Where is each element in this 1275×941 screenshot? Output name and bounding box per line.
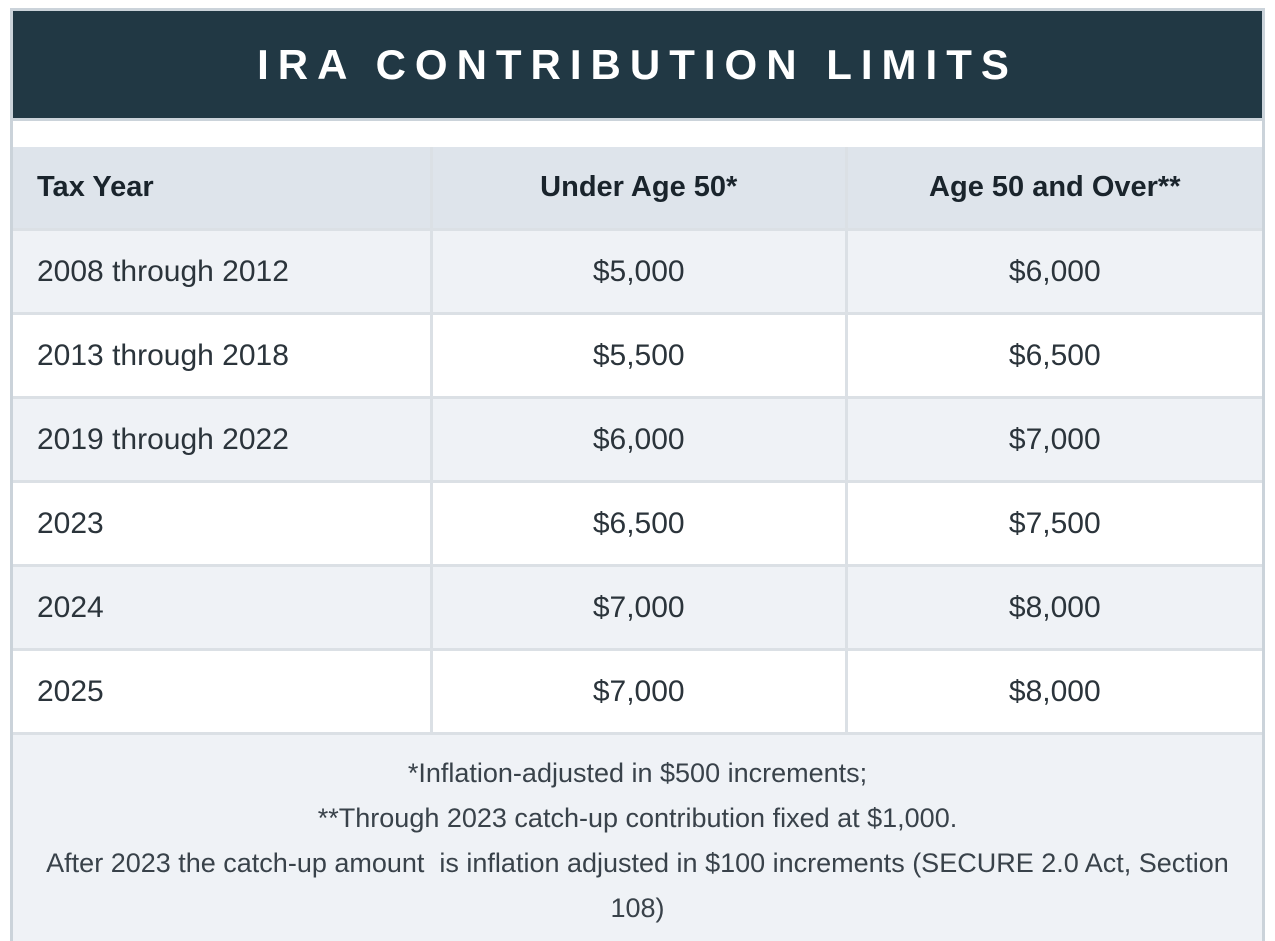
infographic-board: IRA CONTRIBUTION LIMITS Tax Year Under A… — [10, 8, 1265, 941]
cell-tax-year: 2023 — [11, 480, 433, 567]
cell-tax-year: 2008 through 2012 — [11, 228, 433, 315]
col-header-under-age-50: Under Age 50* — [429, 145, 848, 231]
footnote-catchup-fixed: **Through 2023 catch-up contribution fix… — [317, 803, 958, 833]
table-row: 2023 $6,500 $7,500 — [11, 480, 1264, 567]
table-header-row: Tax Year Under Age 50* Age 50 and Over** — [11, 145, 1264, 231]
table-row: 2013 through 2018 $5,500 $6,500 — [11, 312, 1264, 399]
page-title: IRA CONTRIBUTION LIMITS — [257, 40, 1018, 88]
title-table-gap — [13, 121, 1262, 147]
table-row: 2008 through 2012 $5,000 $6,000 — [11, 228, 1264, 315]
footnotes-row: *Inflation-adjusted in $500 increments; … — [11, 732, 1264, 941]
cell-tax-year: 2013 through 2018 — [11, 312, 433, 399]
footnotes-cell: *Inflation-adjusted in $500 increments; … — [11, 732, 1264, 941]
cell-tax-year: 2025 — [11, 648, 433, 735]
cell-over-50: $6,000 — [844, 228, 1264, 315]
cell-tax-year: 2024 — [11, 564, 433, 651]
cell-under-50: $6,500 — [429, 480, 848, 567]
table-row: 2024 $7,000 $8,000 — [11, 564, 1264, 651]
cell-over-50: $6,500 — [844, 312, 1264, 399]
cell-over-50: $8,000 — [844, 648, 1264, 735]
col-header-tax-year: Tax Year — [11, 145, 433, 231]
table-row: 2025 $7,000 $8,000 — [11, 648, 1264, 735]
col-header-age-50-and-over: Age 50 and Over** — [844, 145, 1264, 231]
cell-under-50: $7,000 — [429, 564, 848, 651]
cell-over-50: $7,500 — [844, 480, 1264, 567]
footnote-catchup-secure-act: After 2023 the catch-up amount is inflat… — [46, 848, 1237, 923]
cell-under-50: $7,000 — [429, 648, 848, 735]
title-bar: IRA CONTRIBUTION LIMITS — [13, 11, 1262, 121]
cell-under-50: $5,000 — [429, 228, 848, 315]
footnote-inflation-500: *Inflation-adjusted in $500 increments; — [407, 758, 868, 788]
contribution-limits-table: Tax Year Under Age 50* Age 50 and Over**… — [11, 145, 1264, 941]
cell-under-50: $6,000 — [429, 396, 848, 483]
cell-under-50: $5,500 — [429, 312, 848, 399]
cell-tax-year: 2019 through 2022 — [11, 396, 433, 483]
table-row: 2019 through 2022 $6,000 $7,000 — [11, 396, 1264, 483]
cell-over-50: $8,000 — [844, 564, 1264, 651]
cell-over-50: $7,000 — [844, 396, 1264, 483]
